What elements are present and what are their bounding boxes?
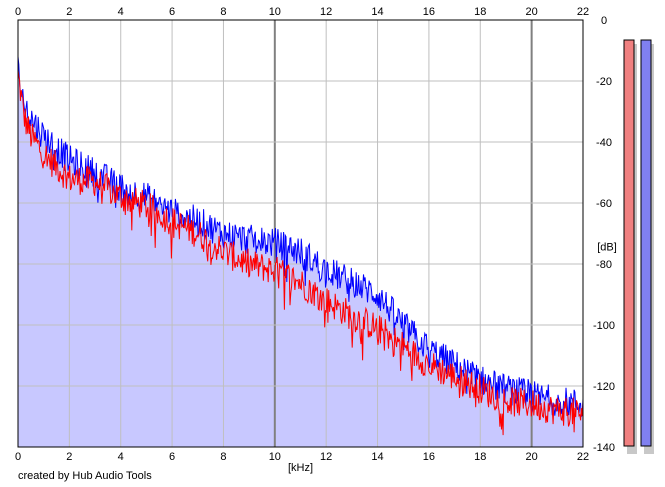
x-tick-top: 6 [169, 6, 175, 18]
series-group [17, 19, 584, 448]
y-tick: -140 [593, 442, 615, 454]
x-tick-top: 14 [371, 6, 383, 18]
series-line-0 [17, 70, 584, 436]
x-tick-bottom: 10 [269, 451, 281, 463]
x-tick-bottom: 18 [474, 451, 486, 463]
x-tick-bottom: 2 [66, 451, 72, 463]
x-tick-top: 20 [526, 6, 538, 18]
y-tick: -20 [596, 76, 612, 88]
x-tick-bottom: 0 [15, 451, 21, 463]
y-tick: -40 [596, 137, 612, 149]
x-tick-top: 0 [15, 6, 21, 18]
y-tick: 0 [601, 15, 607, 27]
x-tick-top: 12 [320, 6, 332, 18]
x-axis-label: [kHz] [288, 462, 313, 474]
x-tick-bottom: 12 [320, 451, 332, 463]
x-tick-top: 8 [220, 6, 226, 18]
credit-text: created by Hub Audio Tools [18, 470, 152, 482]
x-tick-bottom: 22 [577, 451, 589, 463]
x-tick-bottom: 8 [220, 451, 226, 463]
y-tick: -120 [593, 381, 615, 393]
x-ticks-top: 0 2 4 6 8 10 12 14 16 18 20 22 [15, 6, 589, 18]
x-tick-bottom: 14 [371, 451, 383, 463]
x-tick-bottom: 20 [526, 451, 538, 463]
y-ticks: 0 -20 -40 -60 -80 -100 -120 -140 [593, 15, 615, 454]
level-meters [623, 39, 654, 454]
x-tick-bottom: 16 [423, 451, 435, 463]
level-meter-0 [623, 39, 635, 447]
x-tick-top: 22 [577, 6, 589, 18]
y-tick: -80 [596, 259, 612, 271]
x-tick-top: 18 [474, 6, 486, 18]
x-tick-top: 4 [118, 6, 124, 18]
level-meter-1 [640, 39, 652, 447]
y-axis-label: [dB] [597, 241, 617, 253]
y-tick: -100 [593, 320, 615, 332]
series-line-1 [17, 56, 584, 417]
y-tick: -60 [596, 198, 612, 210]
x-ticks-bottom: 0 2 4 6 8 10 12 14 16 18 20 22 [15, 451, 589, 463]
x-tick-bottom: 4 [118, 451, 124, 463]
x-tick-bottom: 6 [169, 451, 175, 463]
x-tick-top: 2 [66, 6, 72, 18]
x-tick-top: 16 [423, 6, 435, 18]
x-tick-top: 10 [269, 6, 281, 18]
plot-border [17, 19, 584, 448]
